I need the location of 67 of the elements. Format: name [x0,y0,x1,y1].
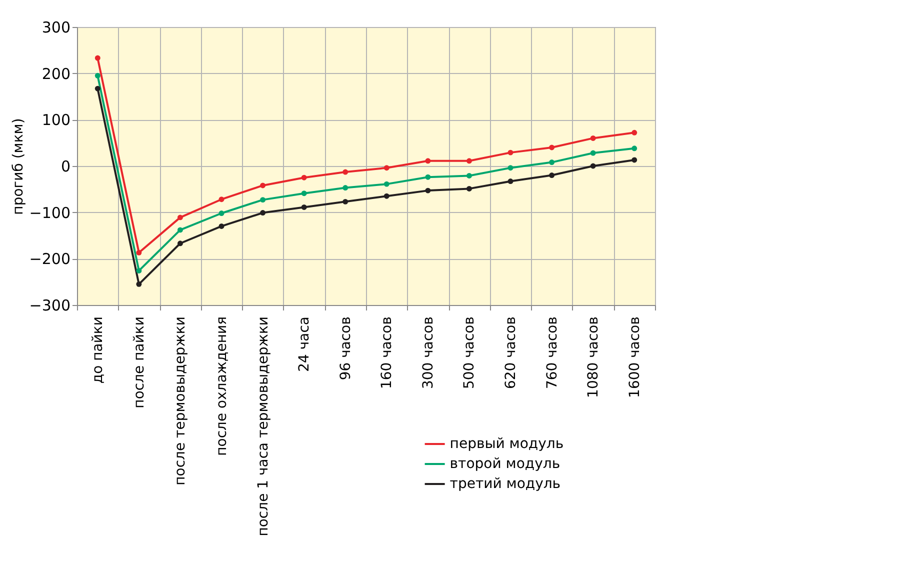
point [260,197,266,203]
x-tick-label: до пайки [90,316,106,384]
y-tick-label: −100 [29,204,70,222]
point [425,188,431,194]
y-axis-title: прогиб (мкм) [10,118,26,215]
point [632,146,638,152]
y-tick-label: 200 [42,64,70,83]
point [136,250,142,256]
point [94,55,100,61]
x-tick-label: после пайки [131,316,148,408]
point [466,172,472,178]
point [301,174,307,180]
point [301,204,307,210]
point [94,72,100,78]
x-tick-label: после термовыдержки [172,316,189,486]
point [425,174,431,180]
point [342,169,348,175]
point [177,214,183,220]
x-tick-label: 760 часов [544,316,560,390]
point [136,268,142,274]
y-tick-label: 100 [42,111,70,130]
x-tick-label: 24 часа [296,316,313,372]
y-tick-label: −300 [29,296,70,314]
point [549,144,555,150]
point [590,163,596,169]
point [549,160,555,166]
point [508,178,514,184]
point [632,157,638,163]
x-tick-label: 1600 часов [626,316,643,398]
legend-label: второй модуль [450,456,560,472]
x-tick-label: после охлаждения [214,316,230,456]
x-tick-label: 1080 часов [586,316,602,398]
x-tick-label: 160 часов [379,316,396,390]
legend-label: первый модуль [450,436,564,452]
y-tick-label: 0 [60,158,70,176]
point [260,182,266,188]
x-tick-label: 500 часов [462,316,478,390]
point [384,165,390,171]
point [590,135,596,141]
y-tick-label: 300 [42,18,70,36]
point [218,196,224,202]
point [260,210,266,216]
point [384,193,390,199]
legend-label: третий модуль [450,476,561,492]
point [508,165,514,171]
point [466,158,472,164]
point [94,86,100,92]
point [466,186,472,192]
point [218,224,224,229]
x-tick-label: после 1 часа термовыдержки [255,316,272,536]
point [508,150,514,156]
point [218,210,224,216]
y-tick-label: −200 [29,250,70,268]
point [590,150,596,156]
point [342,185,348,191]
point [342,198,348,204]
x-tick-label: 300 часов [420,316,436,390]
point [384,181,390,187]
point [136,281,142,287]
point [177,227,183,233]
point [301,190,307,196]
point [632,130,638,136]
point [425,158,431,164]
point [549,172,555,178]
x-tick-label: 620 часов [503,316,519,390]
x-tick-label: 96 часов [338,316,354,380]
point [177,240,183,246]
